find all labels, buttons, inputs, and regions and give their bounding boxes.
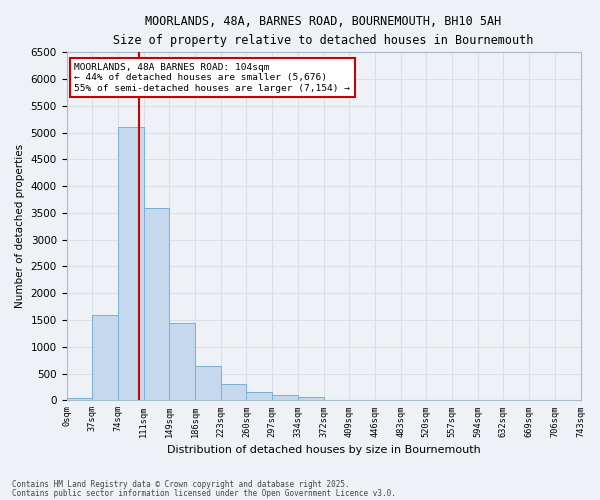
Text: MOORLANDS, 48A BARNES ROAD: 104sqm
← 44% of detached houses are smaller (5,676)
: MOORLANDS, 48A BARNES ROAD: 104sqm ← 44%… [74, 63, 350, 92]
Bar [298, 397, 323, 400]
Bar [169, 322, 195, 400]
Y-axis label: Number of detached properties: Number of detached properties [15, 144, 25, 308]
X-axis label: Distribution of detached houses by size in Bournemouth: Distribution of detached houses by size … [167, 445, 481, 455]
Bar [272, 396, 298, 400]
Bar [143, 208, 169, 400]
Text: Contains public sector information licensed under the Open Government Licence v3: Contains public sector information licen… [12, 488, 396, 498]
Title: MOORLANDS, 48A, BARNES ROAD, BOURNEMOUTH, BH10 5AH
Size of property relative to : MOORLANDS, 48A, BARNES ROAD, BOURNEMOUTH… [113, 15, 534, 47]
Bar [118, 128, 143, 400]
Bar [195, 366, 221, 400]
Bar [221, 384, 247, 400]
Bar [67, 398, 92, 400]
Bar [247, 392, 272, 400]
Bar [92, 314, 118, 400]
Text: Contains HM Land Registry data © Crown copyright and database right 2025.: Contains HM Land Registry data © Crown c… [12, 480, 350, 489]
